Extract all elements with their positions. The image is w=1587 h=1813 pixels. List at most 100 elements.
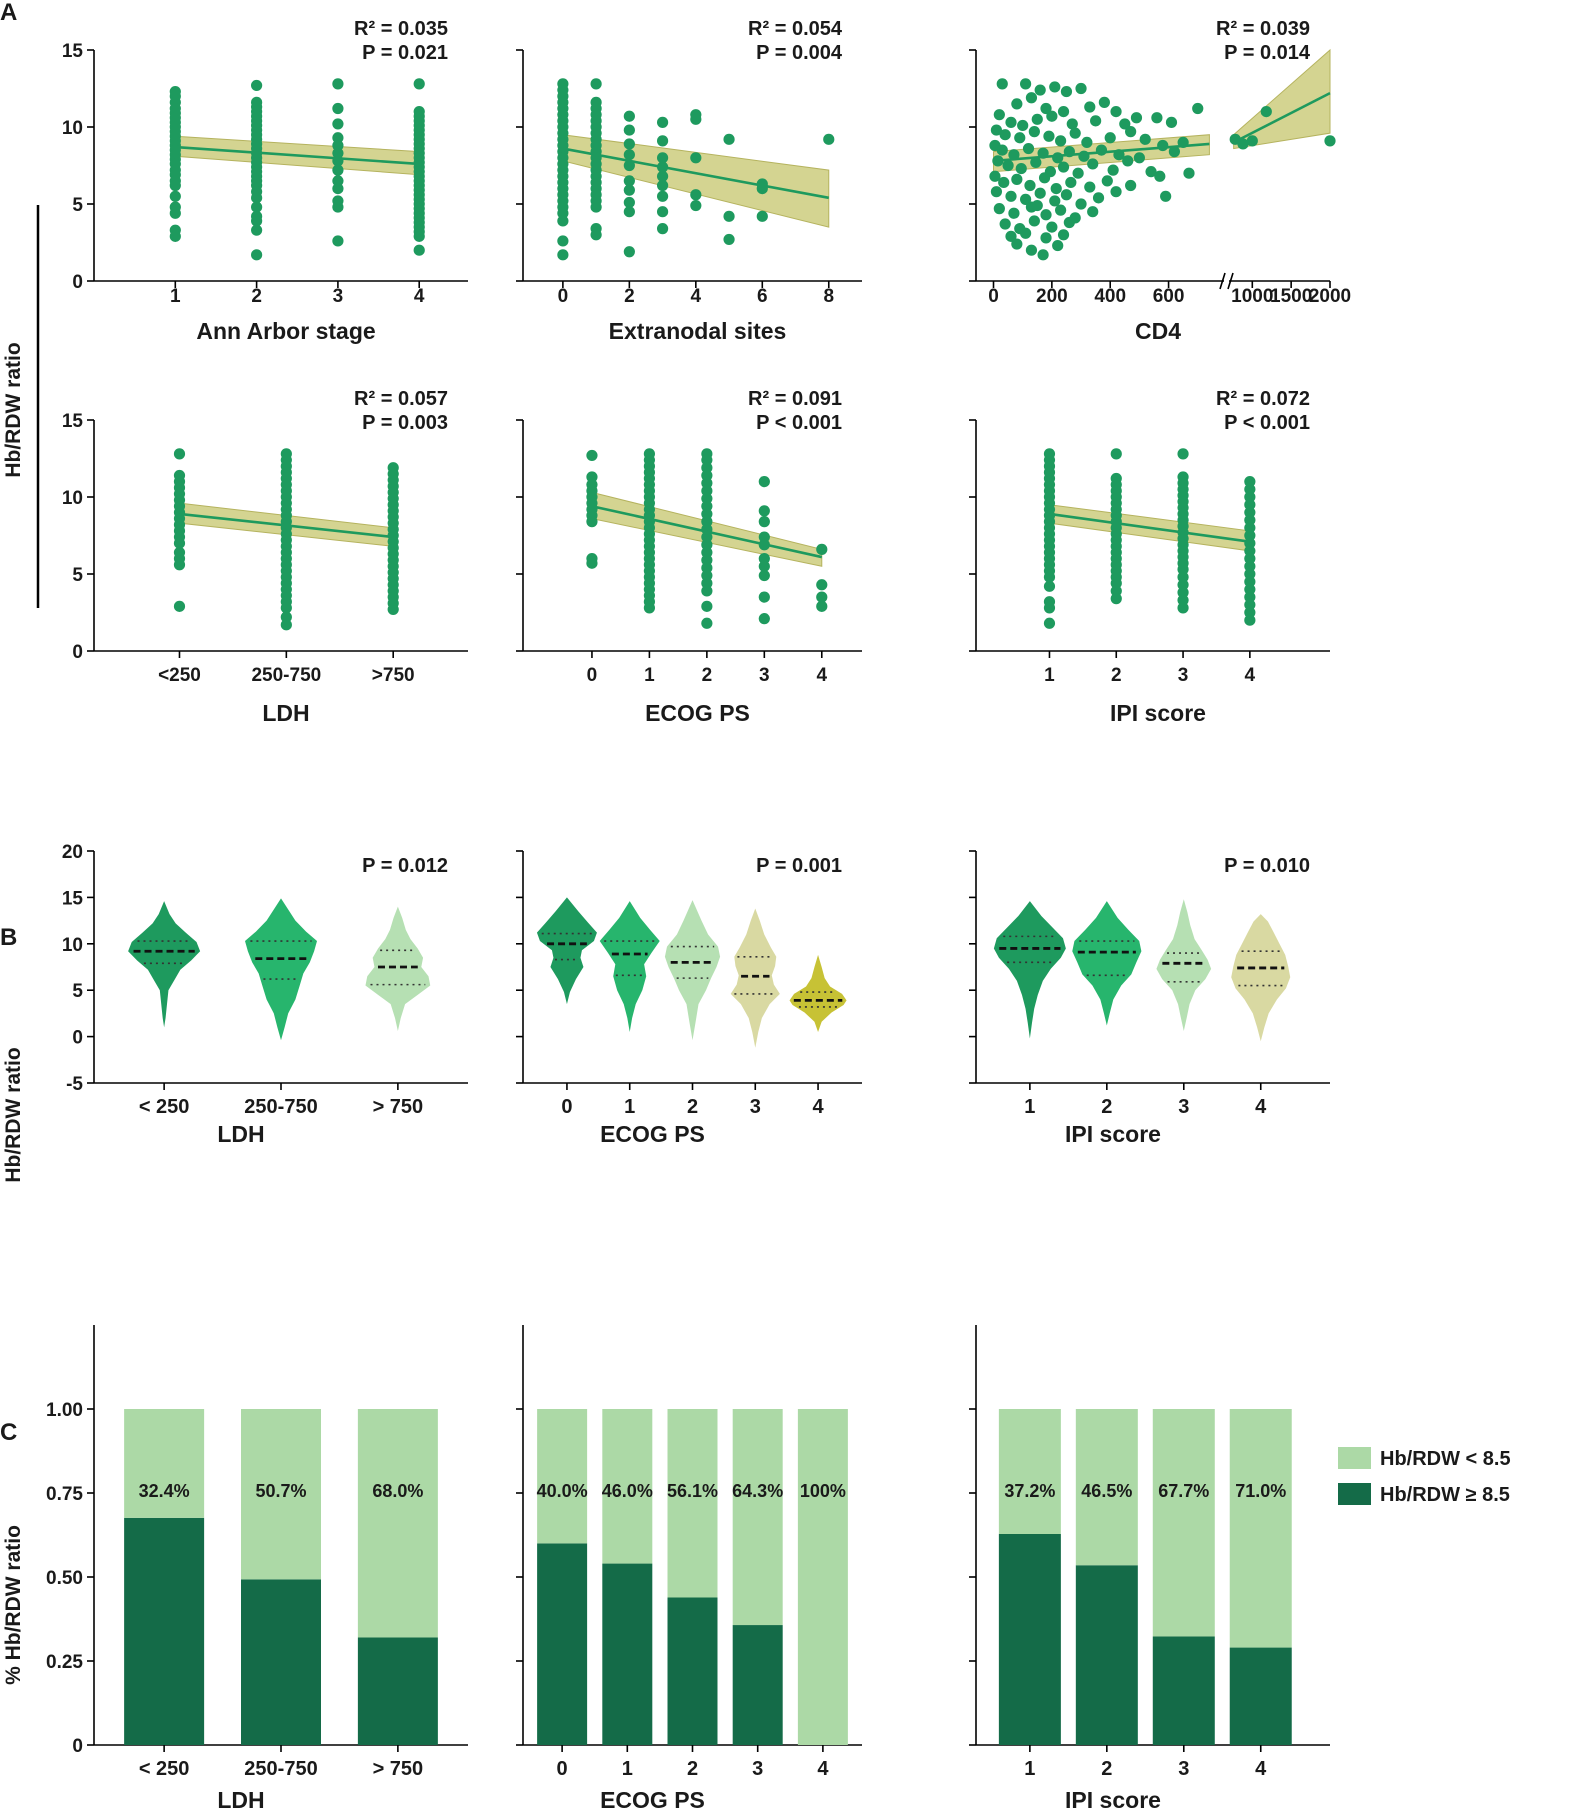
data-point bbox=[1002, 159, 1014, 172]
data-point bbox=[1183, 167, 1195, 179]
data-point bbox=[1168, 146, 1180, 158]
y-tick-label: 15 bbox=[62, 41, 84, 62]
bar-segment-low bbox=[602, 1409, 653, 1564]
y-tick-label: 1.00 bbox=[46, 1400, 83, 1421]
data-point bbox=[1244, 499, 1256, 511]
data-point bbox=[1014, 132, 1026, 144]
chart-b2: 0 1 2 3 4 ECOG PS P = 0.001 bbox=[516, 850, 862, 1147]
data-point bbox=[1110, 593, 1122, 605]
data-point bbox=[756, 210, 768, 222]
data-point bbox=[1028, 215, 1040, 227]
legend-swatch-high bbox=[1338, 1483, 1371, 1505]
data-point bbox=[1066, 118, 1078, 130]
violin-body bbox=[128, 901, 201, 1028]
data-point bbox=[1237, 138, 1249, 150]
data-point bbox=[1177, 602, 1189, 614]
data-point bbox=[1038, 172, 1051, 184]
x-axis-title: ECOG PS bbox=[600, 1121, 705, 1147]
x-tick-label: 2 bbox=[702, 665, 713, 686]
data-point bbox=[1177, 448, 1189, 460]
x-tick-label: 1500 bbox=[1270, 286, 1312, 307]
data-point bbox=[1244, 514, 1256, 526]
data-point bbox=[1043, 617, 1056, 629]
x-tick-label: 6 bbox=[757, 286, 768, 307]
x-tick-label: <250 bbox=[158, 665, 201, 686]
chart-c2: 0 1 2 3 4 40.0% 46.0% 56.1% 64.3% 100% ECOG PS bbox=[516, 1325, 862, 1813]
data-point bbox=[623, 206, 635, 218]
data-point bbox=[1055, 204, 1067, 216]
data-point bbox=[413, 244, 425, 256]
data-point bbox=[701, 531, 713, 543]
data-point bbox=[656, 206, 669, 218]
data-point bbox=[816, 579, 828, 591]
data-point bbox=[1101, 175, 1113, 187]
y-tick-label: 5 bbox=[72, 981, 83, 1002]
data-point bbox=[989, 170, 1001, 182]
data-point bbox=[1050, 183, 1062, 195]
x-tick-label: 1 bbox=[1024, 1758, 1035, 1780]
data-point bbox=[1125, 126, 1137, 138]
data-point bbox=[1244, 476, 1256, 488]
data-point bbox=[758, 591, 770, 603]
data-point bbox=[1139, 133, 1151, 145]
x-tick-label: 4 bbox=[1255, 1758, 1267, 1780]
data-point bbox=[656, 179, 669, 192]
violin-body bbox=[789, 954, 847, 1032]
bar-segment-low bbox=[667, 1409, 718, 1598]
y-tick-label: -5 bbox=[66, 1074, 83, 1095]
bar-segment-high bbox=[357, 1637, 438, 1745]
data-point bbox=[1087, 158, 1099, 170]
data-point bbox=[1177, 594, 1189, 606]
bar-percent-label: 56.1% bbox=[667, 1481, 718, 1501]
data-point bbox=[1049, 195, 1061, 207]
y-tick-label: 15 bbox=[62, 888, 84, 909]
data-point bbox=[623, 110, 635, 122]
bar-segment-high bbox=[241, 1579, 321, 1745]
x-tick-label: 2 bbox=[1101, 1096, 1112, 1118]
data-point bbox=[690, 189, 702, 201]
y-axis-title-c: % Hb/RDW ratio bbox=[2, 1525, 25, 1685]
x-tick-label: >750 bbox=[372, 665, 415, 686]
data-point bbox=[1028, 126, 1040, 138]
y-tick-label: 0 bbox=[72, 272, 83, 293]
data-point bbox=[1031, 113, 1043, 125]
x-tick-label: 3 bbox=[752, 1758, 763, 1780]
data-point bbox=[701, 492, 713, 505]
data-point bbox=[690, 152, 702, 164]
p-value-label: P < 0.001 bbox=[756, 412, 842, 434]
data-point bbox=[1130, 112, 1143, 124]
data-point bbox=[993, 109, 1005, 121]
data-point bbox=[623, 246, 635, 258]
x-axis-title: Ann Arbor stage bbox=[196, 318, 375, 344]
data-point bbox=[1244, 506, 1256, 518]
x-tick-label: 0 bbox=[587, 665, 598, 686]
data-point bbox=[656, 223, 669, 235]
y-tick-label: 15 bbox=[62, 411, 84, 432]
data-point bbox=[1157, 139, 1169, 152]
x-axis-title: CD4 bbox=[1135, 318, 1181, 344]
x-tick-label: 400 bbox=[1094, 286, 1126, 307]
data-point bbox=[332, 235, 344, 247]
chart-b1: -5 0 5 10 15 20 < 250 250-750 > 750 LDH P = 0.012 bbox=[62, 842, 468, 1147]
data-point bbox=[990, 124, 1003, 136]
data-point bbox=[332, 175, 344, 187]
bar-segment-low bbox=[1152, 1409, 1215, 1637]
data-point bbox=[723, 233, 735, 246]
bar-percent-label: 46.5% bbox=[1081, 1481, 1132, 1501]
y-tick-label: 10 bbox=[62, 488, 83, 509]
data-point bbox=[1075, 82, 1087, 95]
violin-body bbox=[1072, 901, 1142, 1026]
violin-body bbox=[365, 906, 431, 1032]
x-tick-label: 1 bbox=[624, 1096, 635, 1118]
data-point bbox=[251, 192, 263, 204]
data-point bbox=[280, 619, 292, 631]
data-point bbox=[758, 613, 770, 625]
y-axis-title-a: Hb/RDW ratio bbox=[2, 342, 25, 477]
data-point bbox=[1034, 187, 1046, 199]
x-tick-label: 4 bbox=[1245, 665, 1256, 686]
x-tick-label: < 250 bbox=[139, 1758, 190, 1780]
regression-line bbox=[179, 512, 394, 539]
data-point bbox=[1119, 118, 1131, 130]
